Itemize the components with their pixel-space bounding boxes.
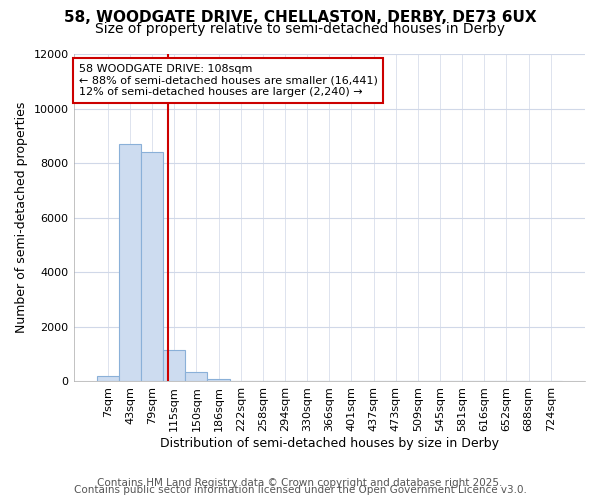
X-axis label: Distribution of semi-detached houses by size in Derby: Distribution of semi-detached houses by … bbox=[160, 437, 499, 450]
Bar bbox=[163, 350, 185, 382]
Text: 58 WOODGATE DRIVE: 108sqm
← 88% of semi-detached houses are smaller (16,441)
12%: 58 WOODGATE DRIVE: 108sqm ← 88% of semi-… bbox=[79, 64, 377, 97]
Text: Size of property relative to semi-detached houses in Derby: Size of property relative to semi-detach… bbox=[95, 22, 505, 36]
Text: 58, WOODGATE DRIVE, CHELLASTON, DERBY, DE73 6UX: 58, WOODGATE DRIVE, CHELLASTON, DERBY, D… bbox=[64, 10, 536, 25]
Y-axis label: Number of semi-detached properties: Number of semi-detached properties bbox=[15, 102, 28, 334]
Text: Contains HM Land Registry data © Crown copyright and database right 2025.: Contains HM Land Registry data © Crown c… bbox=[97, 478, 503, 488]
Bar bbox=[97, 376, 119, 382]
Bar bbox=[141, 152, 163, 382]
Bar bbox=[185, 372, 208, 382]
Bar bbox=[119, 144, 141, 382]
Bar bbox=[208, 378, 230, 382]
Text: Contains public sector information licensed under the Open Government Licence v3: Contains public sector information licen… bbox=[74, 485, 526, 495]
